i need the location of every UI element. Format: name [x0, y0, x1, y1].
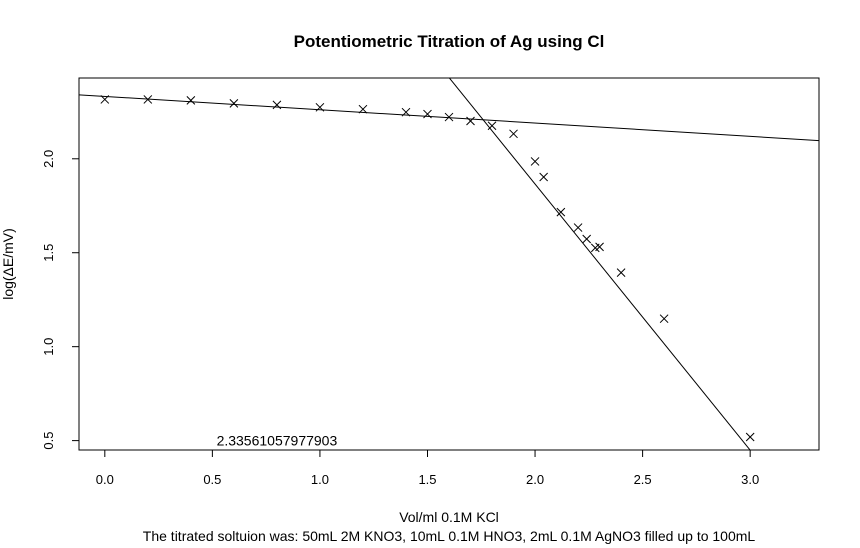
- data-point: [186, 96, 196, 105]
- y-tick-label: 0.5: [41, 432, 56, 450]
- data-point: [659, 314, 669, 324]
- data-point: [272, 100, 282, 110]
- data-point: [487, 121, 497, 131]
- x-tick-label: 2.5: [634, 472, 652, 487]
- y-tick-label: 2.0: [41, 150, 56, 168]
- data-point: [582, 234, 592, 244]
- y-tick-label: 1.0: [41, 338, 56, 356]
- chart-title: Potentiometric Titration of Ag using Cl: [294, 32, 605, 51]
- x-tick-label: 2.0: [526, 472, 544, 487]
- fit-lines: [79, 78, 819, 450]
- data-point: [573, 223, 583, 232]
- y-axis: 0.5 1.0 1.5 2.0: [41, 150, 80, 450]
- x-tick-label: 3.0: [741, 472, 759, 487]
- data-point: [143, 95, 153, 104]
- chart-subtitle: The titrated soltuion was: 50mL 2M KNO3,…: [143, 528, 756, 544]
- fit-line-2: [448, 78, 751, 450]
- y-axis-label: log(ΔE/mV): [0, 228, 16, 300]
- x-tick-label: 1.0: [311, 472, 329, 487]
- data-point: [229, 99, 239, 108]
- intersection-annotation: 2.33561057977903: [217, 433, 338, 449]
- data-point: [616, 268, 626, 277]
- data-point: [401, 107, 411, 117]
- data-points: [100, 95, 755, 442]
- data-point: [100, 95, 110, 104]
- data-point: [556, 207, 566, 217]
- x-tick-label: 1.5: [418, 472, 436, 487]
- data-point: [466, 116, 475, 126]
- data-point: [745, 432, 755, 442]
- data-point: [509, 129, 518, 139]
- x-tick-label: 0.0: [96, 472, 114, 487]
- x-tick-label: 0.5: [203, 472, 221, 487]
- y-tick-label: 1.5: [41, 244, 56, 262]
- data-point: [444, 112, 454, 122]
- data-point: [423, 109, 432, 119]
- x-axis: 0.0 0.5 1.0 1.5 2.0 2.5 3.0: [96, 449, 759, 487]
- data-point: [595, 242, 604, 252]
- data-point: [539, 172, 549, 182]
- data-point: [315, 102, 325, 112]
- x-axis-label: Vol/ml 0.1M KCl: [399, 509, 499, 525]
- data-point: [530, 157, 540, 166]
- data-point: [358, 104, 368, 114]
